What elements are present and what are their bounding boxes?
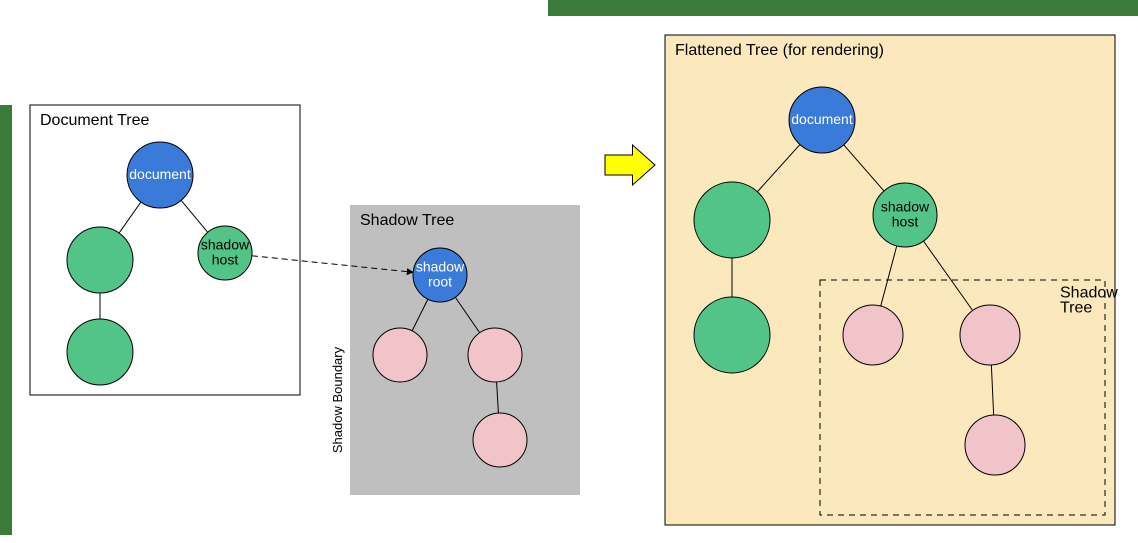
panel-title-document_tree: Document Tree [40,112,149,129]
node-fp2 [960,305,1020,365]
svg-text:document: document [791,111,853,127]
accent-left-bar [0,105,12,535]
node-g1 [67,227,133,293]
diagram-canvas: Document TreedocumentshadowhostShadow Tr… [0,0,1138,543]
panel-title-shadow_tree: Shadow Tree [360,212,454,229]
node-fp1 [843,305,903,365]
node-fg1 [694,182,770,258]
node-p2 [468,328,522,382]
node-fg2 [694,297,770,373]
panel-title-flattened_tree: Flattened Tree (for rendering) [675,42,884,59]
panel-shadow_tree: Shadow TreeShadow Boundaryshadowroot [330,205,580,495]
accent-top-bar [548,0,1138,16]
svg-text:document: document [129,166,191,182]
panel-flattened_tree: Flattened Tree (for rendering)ShadowTree… [665,35,1118,525]
node-fp3 [965,415,1025,475]
side-label-shadow_tree: Shadow Boundary [330,346,345,453]
node-p1 [373,328,427,382]
node-p3 [473,413,527,467]
node-g2 [67,319,133,385]
